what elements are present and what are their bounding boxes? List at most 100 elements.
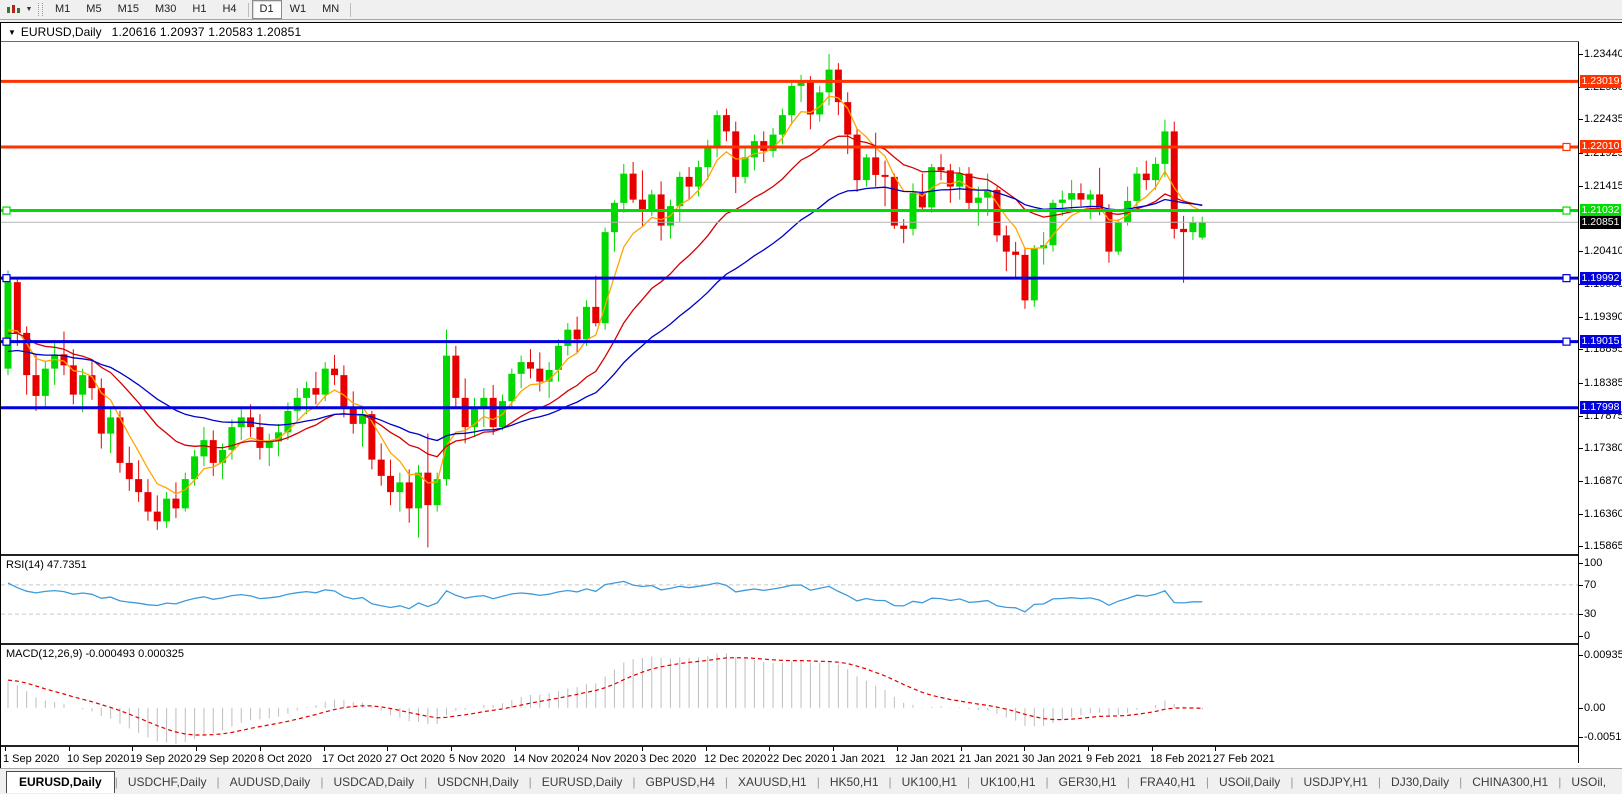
chart-tab-uk100-h1[interactable]: UK100,H1 [980,774,1036,789]
axis-tick [1579,383,1583,384]
price-chart-area[interactable] [1,42,1578,554]
candle-body [23,332,31,376]
tab-scroll-left-icon[interactable]: ◄ [1616,775,1622,788]
chart-tab-usoil-[interactable]: USOil, [1571,774,1607,789]
price-tick-label: 1.17380 [1584,442,1622,454]
candle-body [834,69,842,103]
date-tick [578,747,579,751]
candle-body [769,134,777,151]
chart-type-dropdown-icon[interactable]: ▼ [25,6,33,13]
date-label: 5 Nov 2020 [449,753,506,765]
candle-body [937,167,945,171]
candle-body [349,407,357,424]
hline-handle-right[interactable] [1562,274,1571,283]
chart-tab-ger30-h1[interactable]: GER30,H1 [1058,774,1117,789]
candle-body [545,369,553,382]
chart-tab-usdcnh-daily[interactable]: USDCNH,Daily [437,774,519,789]
toolbar-separator [350,2,352,17]
candle-body [303,388,311,398]
chart-tab-usdcad-daily[interactable]: USDCAD,Daily [333,774,415,789]
candle-body [722,115,730,132]
timeframe-button-m15[interactable]: M15 [117,3,139,15]
candle-body [1198,222,1206,238]
hline-price-badge: 1.21032 [1580,204,1621,217]
candle-body [1114,222,1122,252]
candle-body [312,388,320,395]
date-axis[interactable]: 1 Sep 2020 10 Sep 2020 19 Sep 2020 29 Sep 2… [1,747,1578,769]
panel-separator[interactable] [1,643,1622,645]
date-label: 8 Oct 2020 [258,753,312,765]
date-label: 24 Nov 2020 [576,753,639,765]
chart-tab-usdjpy-h1[interactable]: USDJPY,H1 [1303,774,1368,789]
rsi-label: RSI(14) 47.7351 [6,559,87,571]
hline-handle-left[interactable] [2,274,11,283]
timeframe-button-h4[interactable]: H4 [222,3,237,15]
rsi-tick-label: 70 [1584,579,1597,591]
chart-tab-dj30-daily[interactable]: DJ30,Daily [1391,774,1450,789]
candle-body [107,417,115,434]
hline-handle-left[interactable] [2,206,11,215]
hline-handle-right[interactable] [1562,337,1571,346]
hline-handle-right[interactable] [1562,142,1571,152]
candle-body [508,373,516,402]
candle-body [265,441,273,448]
macd-tick-label: -0.005156 [1584,731,1622,743]
tab-separator: | [1558,774,1562,789]
candle-body [1133,173,1141,201]
date-label: 18 Feb 2021 [1150,753,1212,765]
tab-separator: | [1205,774,1209,789]
candle-body [471,407,478,428]
chart-type-icon[interactable] [3,2,23,17]
macd-indicator-area[interactable]: MACD(12,26,9) -0.000493 0.000325 [1,645,1578,745]
tab-separator: | [724,774,729,789]
rsi-indicator-area[interactable]: RSI(14) 47.7351 [1,556,1578,643]
axis-tick [1579,416,1583,417]
chart-tab-eurusd-daily[interactable]: EURUSD,Daily [6,770,115,793]
tab-separator: | [1126,774,1130,789]
candle-body [331,368,339,376]
candle-body [685,176,693,187]
timeframe-button-w1[interactable]: W1 [289,3,307,15]
candle-body [368,414,376,460]
price-axis[interactable]: 1.234401.229301.224351.219251.214151.204… [1579,23,1622,769]
chart-tab-xauusd-h1[interactable]: XAUUSD,H1 [738,774,807,789]
date-tick [769,747,770,751]
chart-tab-china300-h1[interactable]: CHINA300,H1 [1472,774,1549,789]
timeframe-button-m1[interactable]: M1 [55,3,71,15]
chart-tab-eurusd-daily[interactable]: EURUSD,Daily [541,774,623,789]
collapse-icon[interactable]: ▼ [8,27,16,37]
date-tick [961,747,962,751]
date-tick [196,747,197,751]
candle-body [13,282,21,333]
tab-separator: | [114,774,118,789]
timeframe-button-h1[interactable]: H1 [192,3,207,15]
candle-body [219,449,227,463]
chart-tab-uk100-h1[interactable]: UK100,H1 [901,774,958,789]
hline-handle-right[interactable] [1562,206,1571,215]
candle-body [788,85,796,116]
timeframe-button-m30[interactable]: M30 [154,3,177,15]
chart-tab-usdchf-daily[interactable]: USDCHF,Daily [127,774,207,789]
candle-body [1096,194,1104,210]
chart-tab-fra40-h1[interactable]: FRA40,H1 [1139,774,1196,789]
candle-body [1058,199,1066,203]
tab-separator: | [888,774,892,789]
candle-body [1170,131,1178,229]
panel-separator[interactable] [1,554,1622,556]
chart-tab-audusd-daily[interactable]: AUDUSD,Daily [229,774,311,789]
chart-tab-gbpusd-h4[interactable]: GBPUSD,H4 [645,774,715,789]
tab-separator: | [1045,774,1049,789]
candle-body [778,115,786,135]
timeframe-button-mn[interactable]: MN [322,3,340,15]
candle-body [1105,209,1113,252]
timeframe-button-m5[interactable]: M5 [86,3,102,15]
chart-tab-hk50-h1[interactable]: HK50,H1 [829,774,879,789]
timeframe-button-d1[interactable]: D1 [251,0,282,19]
date-label: 27 Oct 2020 [385,753,445,765]
candle-body [405,482,413,509]
price-tick-label: 1.20410 [1584,245,1622,257]
moving-average-line-1 [7,95,1203,495]
hline-handle-left[interactable] [2,337,11,346]
candle-body [517,362,525,374]
chart-tab-usoil-daily[interactable]: USOil,Daily [1218,774,1281,789]
